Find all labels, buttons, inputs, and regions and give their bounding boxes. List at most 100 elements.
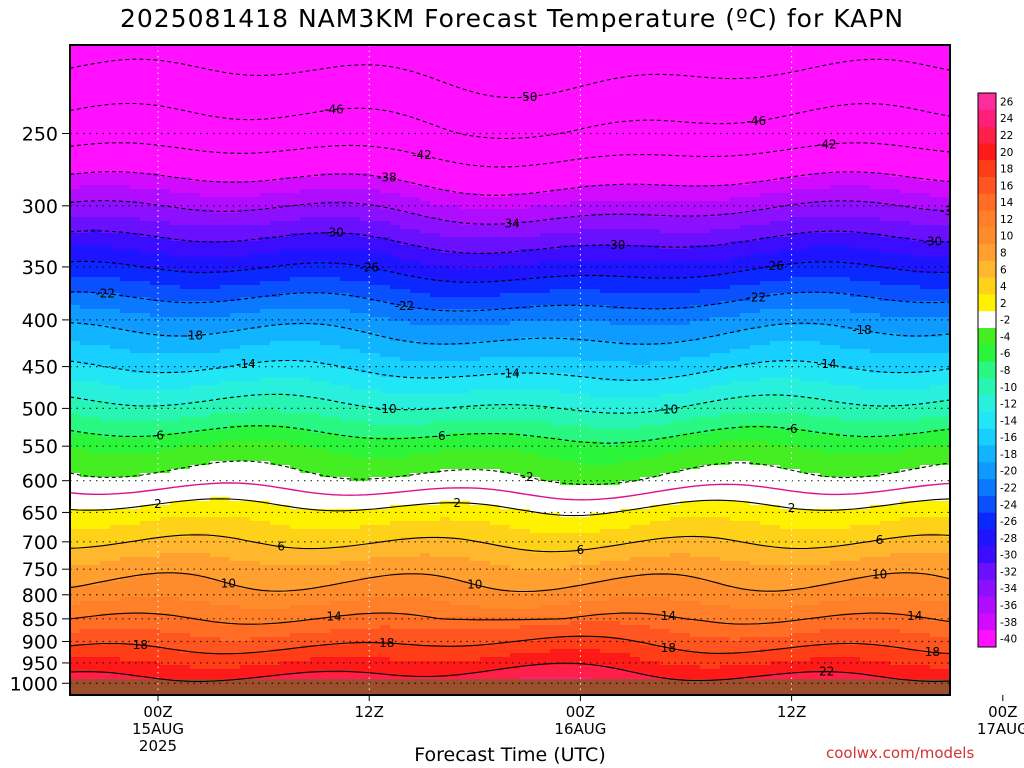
heat-cell <box>80 569 91 574</box>
heat-cell <box>70 537 81 542</box>
heat-cell <box>150 649 161 654</box>
heat-cell <box>160 197 171 202</box>
heat-cell <box>310 389 321 394</box>
heat-cell <box>250 649 261 654</box>
heat-cell <box>150 93 161 98</box>
heat-cell <box>170 293 181 298</box>
heat-cell <box>150 81 161 86</box>
heat-cell <box>190 181 201 186</box>
heat-cell <box>130 149 141 154</box>
heat-cell <box>340 657 351 662</box>
heat-cell <box>220 521 231 526</box>
heat-cell <box>150 153 161 158</box>
heat-cell <box>110 453 121 458</box>
heat-cell <box>70 149 81 154</box>
heat-cell <box>100 297 111 302</box>
heat-cell <box>160 633 171 638</box>
heat-cell <box>360 333 371 338</box>
heat-cell <box>150 101 161 106</box>
heat-cell <box>290 45 301 50</box>
heat-cell <box>360 361 371 366</box>
heat-cell <box>250 505 261 510</box>
heat-cell <box>130 585 141 590</box>
heat-cell <box>360 445 371 450</box>
heat-cell <box>350 389 361 394</box>
heat-cell <box>90 77 101 82</box>
heat-cell <box>110 289 121 294</box>
heat-cell <box>80 589 91 594</box>
heat-cell <box>300 521 311 526</box>
heat-cell <box>160 305 171 310</box>
heat-cell <box>300 325 311 330</box>
heat-cell <box>100 549 111 554</box>
heat-cell <box>370 209 381 214</box>
heat-cell <box>300 505 311 510</box>
heat-cell <box>180 673 191 678</box>
heat-cell <box>330 657 341 662</box>
heat-cell <box>320 533 331 538</box>
heat-cell <box>290 417 301 422</box>
heat-cell <box>310 253 321 258</box>
heat-cell <box>160 105 171 110</box>
heat-cell <box>260 281 271 286</box>
heat-cell <box>210 349 221 354</box>
heat-cell <box>170 45 181 50</box>
heat-cell <box>320 213 331 218</box>
heat-cell <box>340 357 351 362</box>
heat-cell <box>270 477 281 482</box>
heat-cell <box>280 45 291 50</box>
heat-cell <box>280 601 291 606</box>
heat-cell <box>270 97 281 102</box>
heat-cell <box>250 177 261 182</box>
heat-cell <box>310 109 321 114</box>
heat-cell <box>150 529 161 534</box>
heat-cell <box>350 301 361 306</box>
heat-cell <box>160 137 171 142</box>
heat-cell <box>120 333 131 338</box>
heat-cell <box>90 409 101 414</box>
heat-cell <box>320 133 331 138</box>
heat-cell <box>320 121 331 126</box>
heat-cell <box>160 601 171 606</box>
heat-cell <box>310 581 321 586</box>
heat-cell <box>90 149 101 154</box>
heat-cell <box>80 133 91 138</box>
heat-cell <box>290 253 301 258</box>
heat-cell <box>350 529 361 534</box>
heat-cell <box>100 301 111 306</box>
heat-cell <box>180 205 191 210</box>
heat-cell <box>70 605 81 610</box>
heat-cell <box>340 537 351 542</box>
heat-cell <box>110 469 121 474</box>
heat-cell <box>320 609 331 614</box>
heat-cell <box>250 501 261 506</box>
heat-cell <box>310 317 321 322</box>
heat-cell <box>260 533 271 538</box>
heat-cell <box>290 213 301 218</box>
heat-cell <box>330 517 341 522</box>
heat-cell <box>290 93 301 98</box>
heat-cell <box>240 169 251 174</box>
heat-cell <box>330 113 341 118</box>
heat-cell <box>220 661 231 666</box>
heat-cell <box>270 209 281 214</box>
heat-cell <box>160 81 171 86</box>
heat-cell <box>310 125 321 130</box>
heat-cell <box>290 629 301 634</box>
heat-cell <box>190 133 201 138</box>
heat-cell <box>140 641 151 646</box>
heat-cell <box>180 165 191 170</box>
heat-cell <box>330 625 341 630</box>
heat-cell <box>350 285 361 290</box>
heat-cell <box>320 137 331 142</box>
heat-cell <box>360 241 371 246</box>
heat-cell <box>110 505 121 510</box>
heat-cell <box>330 417 341 422</box>
heat-cell <box>140 169 151 174</box>
heat-cell <box>110 373 121 378</box>
heat-cell <box>160 625 171 630</box>
heat-cell <box>100 161 111 166</box>
heat-cell <box>120 293 131 298</box>
heat-cell <box>130 425 141 430</box>
heat-cell <box>90 537 101 542</box>
